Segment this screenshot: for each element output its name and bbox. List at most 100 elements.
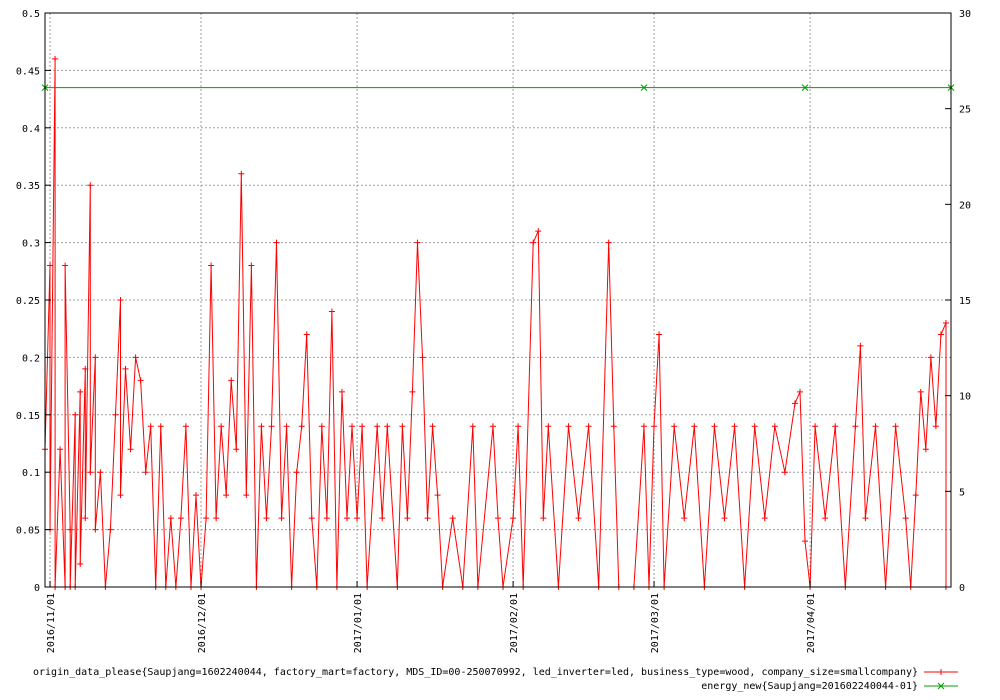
y2-tick-label: 5 <box>959 487 965 498</box>
series-point-0 <box>349 423 356 430</box>
series-point-0 <box>535 228 542 235</box>
series-point-0 <box>781 469 788 476</box>
series-point-0 <box>671 423 678 430</box>
series-point-0 <box>117 492 124 499</box>
y-tick-label: 0.4 <box>22 124 40 135</box>
x-tick-label: 2016/12/01 <box>197 593 208 653</box>
series-point-0 <box>489 423 496 430</box>
series-point-0 <box>87 182 94 189</box>
series-point-0 <box>182 423 189 430</box>
series-point-0 <box>731 423 738 430</box>
series-point-0 <box>771 423 778 430</box>
series-point-0 <box>157 423 164 430</box>
series-point-0 <box>57 446 64 453</box>
series-point-0 <box>651 423 658 430</box>
series-point-0 <box>374 423 381 430</box>
series-point-0 <box>303 331 310 338</box>
series-point-0 <box>832 423 839 430</box>
series-point-0 <box>72 411 79 418</box>
series-point-0 <box>495 515 501 522</box>
series-point-0 <box>429 423 436 430</box>
x-tick-label: 2017/02/01 <box>509 593 520 653</box>
series-point-0 <box>610 423 617 430</box>
series-point-0 <box>203 515 210 522</box>
series-point-0 <box>238 170 245 177</box>
series-point-0 <box>691 423 698 430</box>
legend-label-energy-new: energy_new{Saupjang=201602240044-01} <box>701 681 918 692</box>
series-point-0 <box>62 262 69 269</box>
series-point-0 <box>233 446 240 453</box>
series-point-0 <box>338 388 345 395</box>
series-point-0 <box>112 411 119 418</box>
series-point-0 <box>399 423 406 430</box>
series-point-0 <box>87 469 94 476</box>
series-point-0 <box>293 469 300 476</box>
series-point-0 <box>449 515 456 522</box>
series-point-0 <box>52 55 59 62</box>
series-point-0 <box>872 423 879 430</box>
series-point-0 <box>213 515 220 522</box>
series-point-0 <box>862 515 869 522</box>
series-layer <box>41 55 955 590</box>
series-point-0 <box>419 354 426 361</box>
y-tick-label: 0 <box>34 583 40 594</box>
series-point-0 <box>857 342 864 349</box>
series-point-0 <box>917 388 924 395</box>
y-tick-label: 0.5 <box>22 9 40 20</box>
series-point-0 <box>530 239 537 246</box>
series-point-0 <box>77 388 84 395</box>
series-point-0 <box>243 492 250 499</box>
series-point-0 <box>354 515 361 522</box>
series-point-0 <box>258 423 265 430</box>
series-point-0 <box>545 423 552 430</box>
series-point-0 <box>127 446 134 453</box>
series-point-0 <box>67 526 74 533</box>
x-tick-label: 2017/04/01 <box>806 593 817 653</box>
series-point-0 <box>802 538 809 545</box>
series-point-0 <box>122 365 129 372</box>
series-point-0 <box>82 515 89 522</box>
series-point-0 <box>515 423 522 430</box>
series-point-0 <box>605 239 612 246</box>
series-point-0 <box>177 515 184 522</box>
series-point-0 <box>912 492 919 499</box>
series-point-0 <box>283 423 290 430</box>
x-tick-label: 2017/03/01 <box>650 593 661 653</box>
series-point-0 <box>248 262 255 269</box>
y2-tick-label: 30 <box>959 9 971 20</box>
y-tick-label: 0.3 <box>22 239 40 250</box>
series-point-0 <box>298 423 305 430</box>
series-point-0 <box>97 469 104 476</box>
series-point-0 <box>469 423 476 430</box>
y-tick-label: 0.05 <box>16 526 40 537</box>
series-point-0 <box>384 423 391 430</box>
series-point-0 <box>132 354 139 361</box>
series-point-0 <box>263 515 270 522</box>
x-tick-label: 2016/11/01 <box>46 593 57 653</box>
series-point-0 <box>193 492 199 499</box>
series-point-0 <box>424 515 431 522</box>
y2-tick-label: 15 <box>959 296 971 307</box>
y-tick-label: 0.15 <box>16 411 40 422</box>
series-point-0 <box>268 423 275 430</box>
y2-tick-label: 25 <box>959 105 971 116</box>
series-point-0 <box>359 423 366 430</box>
series-point-0 <box>208 262 215 269</box>
series-point-0 <box>82 365 89 372</box>
series-point-0 <box>510 515 517 522</box>
y-tick-label: 0.2 <box>22 353 40 364</box>
series-line-0 <box>44 58 947 588</box>
y-tick-label: 0.1 <box>22 468 40 479</box>
series-point-0 <box>791 400 798 407</box>
series-point-0 <box>922 446 929 453</box>
legend: origin_data_please{Saupjang=1602240044, … <box>33 667 958 692</box>
x-tick-label: 2017/01/01 <box>353 593 364 653</box>
series-point-0 <box>147 423 154 430</box>
y2-tick-label: 20 <box>959 200 971 211</box>
grid <box>45 13 951 587</box>
series-point-0 <box>656 331 663 338</box>
series-point-0 <box>434 492 441 499</box>
series-point-0 <box>751 423 758 430</box>
series-point-0 <box>92 354 99 361</box>
